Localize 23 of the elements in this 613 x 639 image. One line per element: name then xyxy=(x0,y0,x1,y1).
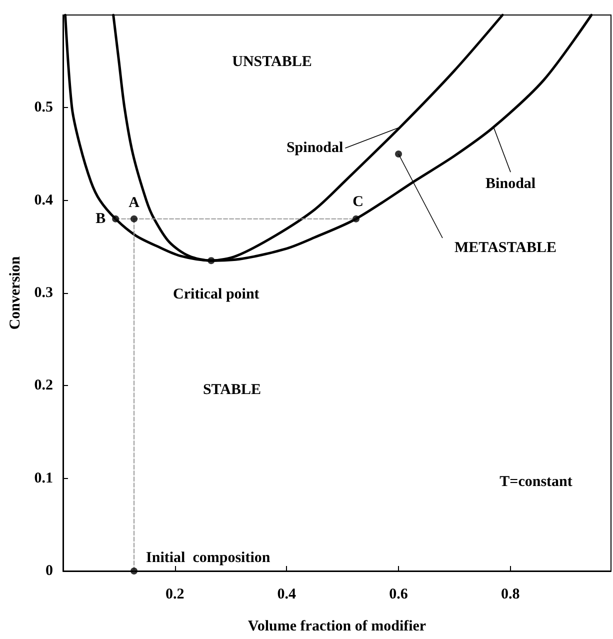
annotation: Binodal xyxy=(486,176,536,192)
y-tick-label: 0.3 xyxy=(34,285,53,301)
y-axis-title: Conversion xyxy=(8,256,24,330)
annotation: A xyxy=(128,194,140,211)
y-tick-label: 0.1 xyxy=(34,470,53,486)
annotation: C xyxy=(352,194,364,210)
y-tick-label: 0.5 xyxy=(34,100,53,116)
y-tick-label: 0.4 xyxy=(34,192,54,208)
annotation: B xyxy=(96,210,106,227)
annotation: Initial composition xyxy=(146,550,271,566)
x-axis-title: Volume fraction of modifier xyxy=(248,618,426,634)
annotation: UNSTABLE xyxy=(232,54,312,70)
annotation: T=constant xyxy=(500,474,572,490)
annotation: Spinodal xyxy=(286,140,344,156)
annotation: Critical point xyxy=(173,286,260,303)
x-tick-label: 0.4 xyxy=(277,586,297,602)
y-tick-label: 0.2 xyxy=(34,378,53,394)
x-tick-label: 0.6 xyxy=(389,586,408,602)
annotation: STABLE xyxy=(202,382,262,398)
annotation: METASTABLE xyxy=(454,240,556,256)
y-tick-label: 0 xyxy=(46,563,53,579)
x-tick-label: 0.8 xyxy=(500,586,520,602)
x-tick-label: 0.2 xyxy=(165,586,184,602)
